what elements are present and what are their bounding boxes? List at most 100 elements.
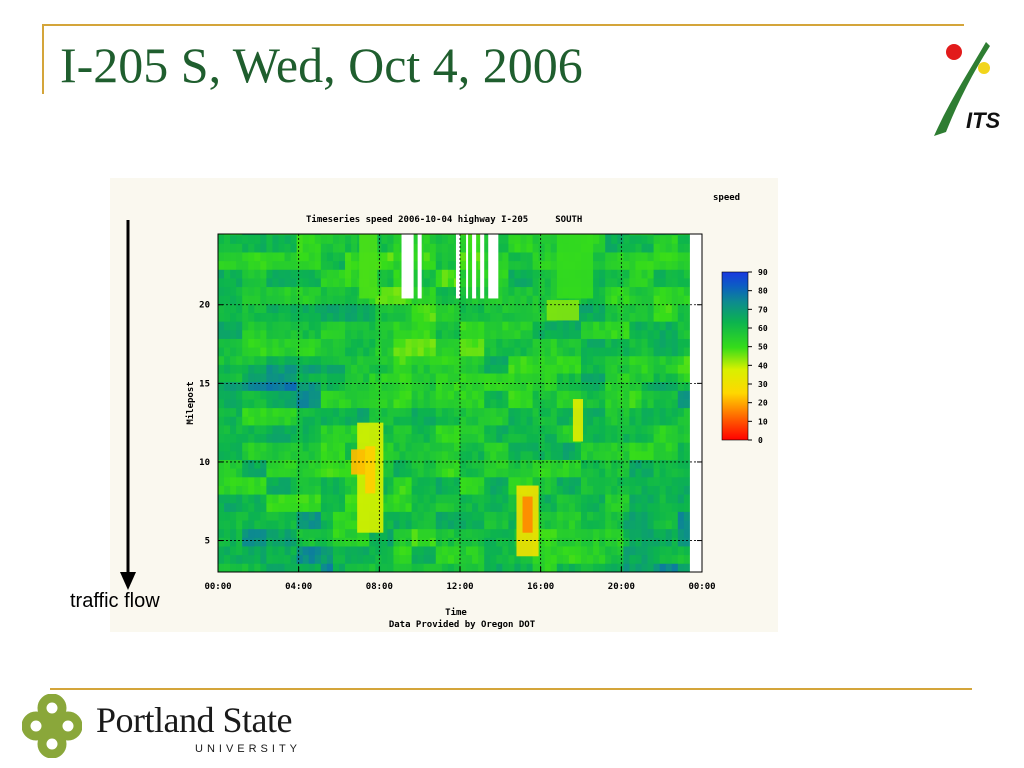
heatmap-cell — [617, 260, 624, 270]
heatmap-cell — [659, 407, 667, 417]
heatmap-cell — [242, 485, 249, 495]
heatmap-cell — [363, 390, 370, 400]
heatmap-cell — [453, 425, 461, 435]
heatmap-cell — [375, 338, 382, 348]
heatmap-cell — [466, 433, 473, 443]
heatmap-cell — [441, 390, 449, 400]
heatmap-cell — [339, 563, 346, 572]
heatmap-cell — [544, 338, 552, 348]
heatmap-cell — [538, 234, 546, 244]
heatmap-cell — [653, 295, 661, 305]
heatmap-cell — [345, 303, 352, 314]
heatmap-cell — [647, 554, 654, 564]
heatmap-cell — [538, 563, 546, 572]
heatmap-cell — [605, 355, 612, 365]
heatmap-cell — [417, 442, 425, 452]
heatmap-cell — [441, 295, 449, 305]
heatmap-cell — [284, 278, 291, 288]
heatmap-cell — [502, 563, 509, 572]
heatmap-cell — [272, 433, 279, 443]
heatmap-cell — [653, 459, 661, 469]
heatmap-cell — [242, 546, 249, 556]
heatmap-cell — [381, 425, 388, 435]
heatmap-cell — [393, 425, 400, 435]
heatmap-cell — [254, 450, 261, 460]
heatmap-cell — [665, 321, 673, 331]
heatmap-cell — [411, 329, 419, 339]
heatmap-cell — [514, 399, 521, 409]
heatmap-cell — [526, 303, 533, 314]
heatmap-cell — [224, 494, 231, 504]
heatmap-cell — [605, 381, 612, 391]
heatmap-cell — [659, 355, 667, 365]
heatmap-cell — [417, 347, 425, 357]
heatmap-cell — [399, 494, 406, 504]
heatmap-cell — [399, 347, 406, 357]
heatmap-cell — [284, 554, 291, 564]
heatmap-cell — [659, 286, 667, 296]
heatmap-cell — [441, 234, 449, 236]
heatmap-cell — [472, 485, 479, 495]
heatmap-cell — [260, 528, 267, 538]
heatmap-cell — [641, 425, 648, 435]
heatmap-cell — [472, 442, 479, 452]
heatmap-cell — [562, 338, 570, 348]
heatmap-cell — [405, 476, 412, 486]
heatmap-cell — [260, 425, 267, 435]
heatmap-cell — [629, 450, 636, 460]
heatmap-cell — [278, 485, 285, 495]
heatmap-cell — [447, 407, 455, 417]
heatmap-cell — [599, 502, 606, 512]
heatmap-cell — [435, 234, 443, 244]
heatmap-cell — [502, 355, 509, 365]
heatmap-cell — [562, 459, 570, 469]
heatmap-cell — [550, 425, 558, 435]
heatmap-cell — [677, 278, 685, 288]
heatmap-cell — [296, 278, 304, 288]
heatmap-cell — [629, 321, 636, 331]
heatmap-cell — [641, 295, 648, 305]
heatmap-cell — [296, 338, 304, 348]
heatmap-cell — [562, 364, 570, 374]
heatmap-cell — [617, 295, 624, 305]
heatmap-cell — [375, 416, 382, 426]
heatmap-cell — [363, 364, 370, 374]
heatmap-cell — [671, 399, 679, 409]
heatmap-cell — [671, 321, 679, 331]
heatmap-cell — [254, 494, 261, 504]
heatmap-cell — [562, 399, 570, 409]
heatmap-cell — [242, 295, 249, 305]
heatmap-cell — [466, 450, 473, 460]
heatmap-cell — [502, 433, 509, 443]
heatmap-cell — [659, 546, 667, 556]
heatmap-cell — [550, 450, 558, 460]
heatmap-cell — [665, 425, 673, 435]
heatmap-cell — [453, 546, 461, 556]
heatmap-cell — [508, 546, 515, 556]
heatmap-cell — [242, 364, 249, 374]
heatmap-cell — [423, 468, 431, 478]
heatmap-cell — [605, 442, 612, 452]
heatmap-cell — [290, 433, 298, 443]
heatmap-cell — [677, 537, 685, 547]
heatmap-cell — [429, 252, 437, 262]
heatmap-cell — [266, 511, 273, 521]
heatmap-cell — [248, 563, 255, 572]
heatmap-cell — [290, 494, 298, 504]
heatmap-cell — [345, 278, 352, 288]
heatmap-cell — [502, 494, 509, 504]
heatmap-cell — [520, 468, 527, 478]
heatmap-cell — [218, 321, 225, 331]
traffic-flow-label: traffic flow — [70, 590, 160, 612]
heatmap-cell — [441, 338, 449, 348]
heatmap-cell — [405, 450, 412, 460]
heatmap-cell — [423, 476, 431, 486]
heatmap-cell — [405, 425, 412, 435]
heatmap-cell — [236, 338, 243, 348]
heatmap-cell — [623, 433, 630, 443]
heatmap-cell — [581, 494, 588, 504]
heatmap-cell — [526, 234, 533, 244]
heatmap-cell — [290, 278, 298, 288]
heatmap-cell — [405, 364, 412, 374]
heatmap-cell — [526, 321, 533, 331]
